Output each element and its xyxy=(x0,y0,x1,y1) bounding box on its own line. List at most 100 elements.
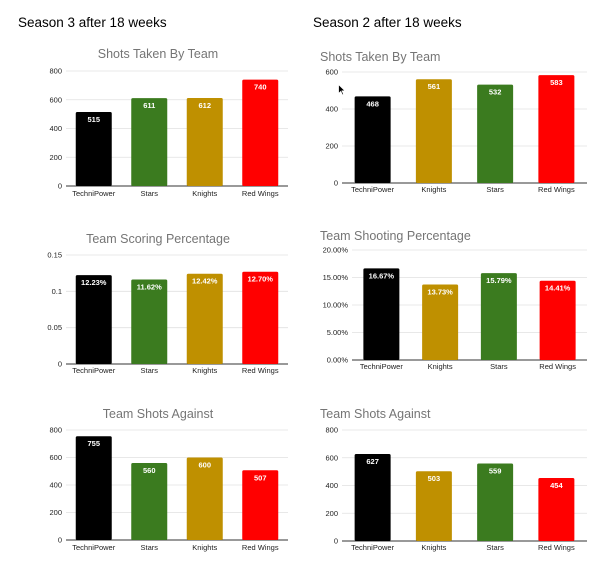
chart-title: Shots Taken By Team xyxy=(98,47,218,61)
y-tick-label: 400 xyxy=(49,124,62,133)
chart-svg: Team Shots Against 0 200 400 600 800 627 Techni… xyxy=(320,407,587,552)
data-label: 532 xyxy=(489,88,502,97)
bar-red-wings xyxy=(538,75,575,183)
y-tick-label: 200 xyxy=(49,508,62,517)
category-label: Stars xyxy=(490,362,508,371)
data-label: 12.70% xyxy=(248,275,274,284)
y-tick-label: 200 xyxy=(325,509,338,518)
chart-s3-scoring-percentage: Team Scoring Percentage 0 0.05 0.1 0.15 12.23… xyxy=(30,230,292,388)
y-tick-label: 0 xyxy=(58,182,62,191)
bar-technipower xyxy=(354,96,391,183)
bar-technipower xyxy=(363,268,400,360)
data-label: 12.42% xyxy=(192,277,218,286)
y-tick-label: 600 xyxy=(325,453,338,462)
category-label: Red Wings xyxy=(242,189,279,198)
category-label: TechniPower xyxy=(72,543,115,552)
bar-knights xyxy=(422,284,459,360)
y-tick-label: 800 xyxy=(49,67,62,76)
y-tick-label: 10.00% xyxy=(323,301,349,310)
category-label: Red Wings xyxy=(539,362,576,371)
y-tick-label: 600 xyxy=(49,453,62,462)
category-label: TechniPower xyxy=(72,366,115,375)
chart-s2-shooting-percentage: Team Shooting Percentage 0.00% 5.00% 10.00%… xyxy=(305,228,592,390)
category-label: Knights xyxy=(192,366,217,375)
category-label: Knights xyxy=(192,543,217,552)
y-tick-label: 0 xyxy=(334,537,338,546)
bar-stars xyxy=(131,98,168,186)
y-tick-label: 200 xyxy=(325,142,338,151)
data-label: 16.67% xyxy=(369,271,395,280)
data-label: 15.79% xyxy=(486,276,512,285)
category-label: Red Wings xyxy=(538,543,575,552)
chart-svg: Shots Taken By Team 0 200 400 600 800 515 Techn… xyxy=(49,47,288,198)
chart-title: Team Shots Against xyxy=(320,407,431,421)
y-tick-label: 5.00% xyxy=(327,328,349,337)
y-tick-label: 400 xyxy=(49,481,62,490)
bar-technipower xyxy=(354,454,391,541)
data-label: 14.41% xyxy=(545,284,571,293)
category-label: Stars xyxy=(140,189,158,198)
y-tick-label: 15.00% xyxy=(323,273,349,282)
bar-stars xyxy=(480,273,517,360)
bar-red-wings xyxy=(242,470,279,540)
bar-knights xyxy=(415,79,452,183)
y-tick-label: 600 xyxy=(49,95,62,104)
season-3-heading: Season 3 after 18 weeks xyxy=(18,15,167,30)
data-label: 560 xyxy=(143,466,156,475)
y-tick-label: 0 xyxy=(58,536,62,545)
bar-red-wings xyxy=(539,280,576,360)
y-tick-label: 20.00% xyxy=(323,246,349,255)
chart-title: Team Scoring Percentage xyxy=(86,232,230,246)
chart-s2-shots-taken: Shots Taken By Team 0 200 400 600 468 TechniPo… xyxy=(310,44,592,204)
bar-knights xyxy=(186,273,223,364)
data-label: 561 xyxy=(428,82,441,91)
y-tick-label: 0.1 xyxy=(52,287,62,296)
bar-technipower xyxy=(75,436,112,540)
data-label: 740 xyxy=(254,83,267,92)
bar-stars xyxy=(131,463,168,540)
data-label: 507 xyxy=(254,473,267,482)
category-label: Knights xyxy=(428,362,453,371)
y-tick-label: 0.00% xyxy=(327,356,349,365)
chart-title: Team Shooting Percentage xyxy=(320,229,471,243)
category-label: Red Wings xyxy=(538,185,575,194)
data-label: 611 xyxy=(143,101,155,110)
category-label: TechniPower xyxy=(351,185,394,194)
chart-svg: Shots Taken By Team 0 200 400 600 468 TechniPo… xyxy=(320,50,587,194)
data-label: 503 xyxy=(428,474,441,483)
category-label: Stars xyxy=(140,543,158,552)
data-label: 600 xyxy=(198,461,211,470)
y-tick-label: 800 xyxy=(49,426,62,435)
chart-title: Shots Taken By Team xyxy=(320,50,440,64)
data-label: 627 xyxy=(366,457,379,466)
category-label: Red Wings xyxy=(242,366,279,375)
season-2-heading: Season 2 after 18 weeks xyxy=(313,15,462,30)
category-label: TechniPower xyxy=(360,362,403,371)
y-tick-label: 0 xyxy=(58,360,62,369)
y-tick-label: 200 xyxy=(49,153,62,162)
bar-stars xyxy=(477,463,514,541)
data-label: 468 xyxy=(366,99,379,108)
bar-knights xyxy=(415,471,452,541)
category-label: Knights xyxy=(421,543,446,552)
data-label: 583 xyxy=(550,78,563,87)
category-label: Knights xyxy=(192,189,217,198)
chart-svg: Team Scoring Percentage 0 0.05 0.1 0.15 12.23… xyxy=(47,232,288,375)
data-label: 12.23% xyxy=(81,278,107,287)
category-label: Red Wings xyxy=(242,543,279,552)
chart-s2-shots-against: Team Shots Against 0 200 400 600 800 627 Techni… xyxy=(310,406,592,558)
chart-s3-shots-taken: Shots Taken By Team 0 200 400 600 800 515 Techn… xyxy=(30,44,292,208)
bar-knights xyxy=(186,457,223,540)
y-tick-label: 0.15 xyxy=(47,251,62,260)
y-tick-label: 400 xyxy=(325,481,338,490)
bar-knights xyxy=(186,98,223,186)
mouse-cursor-icon xyxy=(338,83,347,101)
y-tick-label: 800 xyxy=(325,426,338,435)
data-label: 515 xyxy=(87,115,100,124)
data-label: 755 xyxy=(87,439,100,448)
data-label: 612 xyxy=(198,101,211,110)
chart-title: Team Shots Against xyxy=(103,407,214,421)
category-label: Stars xyxy=(486,543,504,552)
bar-stars xyxy=(477,84,514,183)
category-label: TechniPower xyxy=(351,543,394,552)
